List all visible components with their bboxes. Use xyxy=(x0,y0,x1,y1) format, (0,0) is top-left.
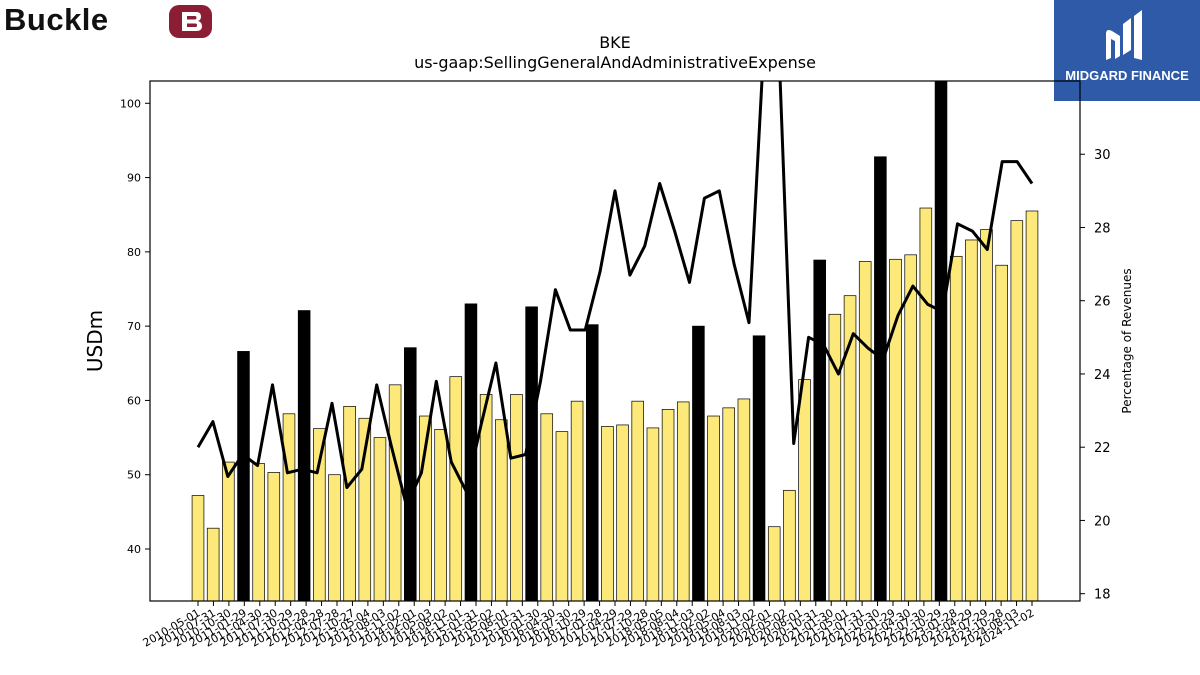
bar xyxy=(252,463,265,601)
bar xyxy=(222,461,235,601)
bar xyxy=(373,437,387,601)
bar xyxy=(297,310,311,601)
chart-title: BKE xyxy=(599,33,631,52)
y-tick-label: 90 xyxy=(127,172,141,185)
badge-name: MIDGARD FINANCE xyxy=(1065,68,1189,83)
bar xyxy=(585,324,599,601)
bar xyxy=(358,417,372,601)
bar xyxy=(889,258,902,601)
bar xyxy=(1025,210,1039,601)
bar xyxy=(570,400,584,601)
bar xyxy=(980,229,993,601)
bar xyxy=(616,424,629,601)
bar xyxy=(722,407,735,601)
y-tick-label: 50 xyxy=(127,469,141,482)
bar xyxy=(843,295,857,601)
bar xyxy=(737,398,751,601)
bar xyxy=(191,495,205,601)
bar xyxy=(646,427,660,601)
bar xyxy=(692,325,705,601)
bar xyxy=(904,254,917,601)
bar xyxy=(661,408,675,601)
bar xyxy=(540,413,554,601)
bar xyxy=(767,526,781,601)
line-series xyxy=(196,81,1034,508)
bar xyxy=(934,81,948,601)
bar xyxy=(267,472,281,601)
bar xyxy=(464,303,478,601)
bar xyxy=(828,313,842,601)
bar xyxy=(798,379,811,601)
bar xyxy=(419,415,432,601)
chart-subtitle: us-gaap:SellingGeneralAndAdministrativeE… xyxy=(414,53,816,72)
bar xyxy=(707,415,720,601)
bar xyxy=(555,431,569,601)
bar xyxy=(206,527,220,601)
y-tick-label: 100 xyxy=(120,97,141,110)
chart-axes xyxy=(145,80,1085,606)
y-tick-label: 70 xyxy=(127,320,141,333)
bar xyxy=(313,428,326,601)
y2-tick-label: 20 xyxy=(1094,514,1111,529)
bar xyxy=(434,429,447,601)
bar xyxy=(449,376,463,601)
bar xyxy=(813,259,826,601)
bar xyxy=(404,347,417,601)
bar xyxy=(752,335,766,601)
midgard-finance-badge: MIDGARD FINANCE xyxy=(1054,0,1200,101)
bar xyxy=(328,474,341,601)
bar xyxy=(919,207,933,601)
bar xyxy=(858,261,872,601)
y-axis-label: USDm xyxy=(83,310,107,372)
buckle-b-logo-icon xyxy=(169,5,212,38)
bar xyxy=(631,400,645,601)
y-tick-label: 40 xyxy=(127,543,141,556)
y2-tick-label: 18 xyxy=(1094,588,1111,603)
y2-tick-label: 28 xyxy=(1094,221,1111,236)
bar xyxy=(479,394,493,601)
y-tick-label: 60 xyxy=(127,394,141,407)
y-tick-label: 80 xyxy=(127,246,141,259)
bar xyxy=(282,413,296,601)
bar xyxy=(525,306,538,601)
y2-tick-label: 30 xyxy=(1094,148,1111,163)
bar xyxy=(601,426,614,601)
bar xyxy=(949,255,963,601)
bar xyxy=(1010,220,1024,601)
bar xyxy=(995,264,1008,601)
bar-series xyxy=(191,81,1039,601)
y2-tick-label: 24 xyxy=(1094,368,1111,383)
bar xyxy=(676,401,690,601)
bar xyxy=(495,419,508,601)
bar xyxy=(237,351,250,601)
bar xyxy=(965,239,978,601)
y2-tick-label: 26 xyxy=(1094,295,1111,310)
percentage-line xyxy=(196,81,1034,508)
bar xyxy=(510,394,523,601)
y2-axis-label: Percentage of Revenues xyxy=(1120,268,1134,413)
midgard-m-icon xyxy=(1106,10,1142,60)
bar xyxy=(343,406,356,601)
bar xyxy=(783,489,796,601)
bar xyxy=(388,384,402,601)
brand-name: Buckle xyxy=(4,2,109,37)
bar xyxy=(874,156,887,601)
y2-tick-label: 22 xyxy=(1094,441,1111,456)
